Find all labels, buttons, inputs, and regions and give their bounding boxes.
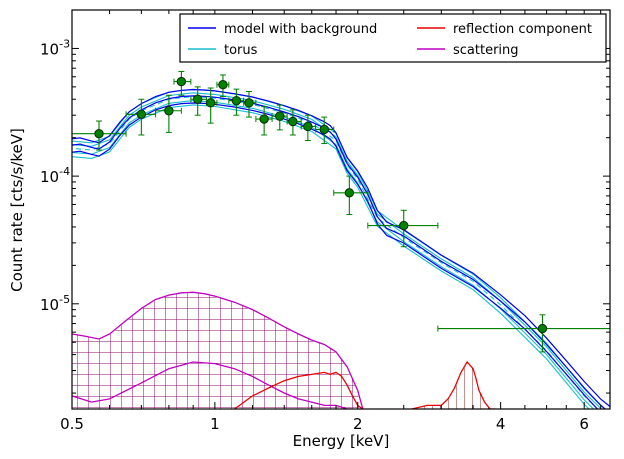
legend-label-model: model with background [224,22,377,37]
data-point-10 [271,104,288,131]
data-marker [218,79,228,90]
data-marker [319,124,329,135]
data-point-9 [255,106,273,136]
plot-frame [71,9,611,410]
scattering-band [72,292,363,409]
data-marker [399,220,409,231]
data-marker [192,94,203,104]
y-tick-base: 10 [40,168,59,186]
data-point-2 [155,94,182,133]
x-tick-label: 4 [496,415,506,433]
data-marker [344,188,355,198]
x-axis-label: Energy [keV] [293,432,390,450]
legend-box [179,13,607,63]
model-line-2 [72,88,610,407]
y-tick-base: 10 [40,40,59,58]
data-marker [164,106,174,116]
legend-label-reflection: reflection component [453,22,592,37]
data-point-8 [243,90,257,118]
y-tick-exponent: -3 [59,37,70,50]
y-tick-label: 10-3 [40,37,70,58]
data-point-7 [228,88,245,116]
data-marker [176,76,187,87]
data-point-6 [216,74,230,98]
x-tick-label: 0.5 [60,415,84,433]
y-axis-label: Count rate [cts/s/keV] [8,128,26,292]
data-point-4 [190,86,207,116]
reflection-line [234,371,364,409]
data-point-1 [125,98,157,136]
data-point-16 [437,314,610,353]
data-point-14 [333,175,369,216]
data-point-11 [286,109,302,136]
y-tick-label: 10-5 [40,293,70,314]
data-marker [303,121,313,132]
data-point-5 [205,87,218,124]
data-marker [244,98,254,108]
data-point-15 [367,209,439,248]
data-marker [231,95,242,106]
data-point-0 [72,120,127,151]
data-marker [136,109,147,119]
plot-area [72,70,610,409]
data-marker [259,114,269,124]
y-tick-exponent: -5 [59,293,70,306]
legend: model with background torus reflection c… [179,13,607,63]
reflection-line-band [411,362,496,409]
y-tick-label: 10-4 [40,165,70,186]
data-point-13 [315,116,335,145]
y-tick-base: 10 [40,296,59,314]
legend-label-scattering: scattering [453,43,519,58]
axes: 0.5 1 2 4 610-510-410-3 [40,9,610,433]
x-tick-label: 2 [353,415,363,433]
data-point-12 [300,114,317,142]
x-tick-label: 1 [210,415,220,433]
model-line-0 [72,102,599,409]
scattering-line-lower [72,361,353,409]
x-tick-label: 6 [579,415,589,433]
data-point-3 [173,70,192,96]
data-marker [288,116,298,127]
data-marker [275,111,285,121]
legend-label-torus: torus [224,43,258,58]
data-marker [537,323,548,334]
y-tick-exponent: -4 [59,165,70,178]
data-marker [94,128,104,139]
scattering-line [72,291,364,409]
data-marker [206,98,216,108]
